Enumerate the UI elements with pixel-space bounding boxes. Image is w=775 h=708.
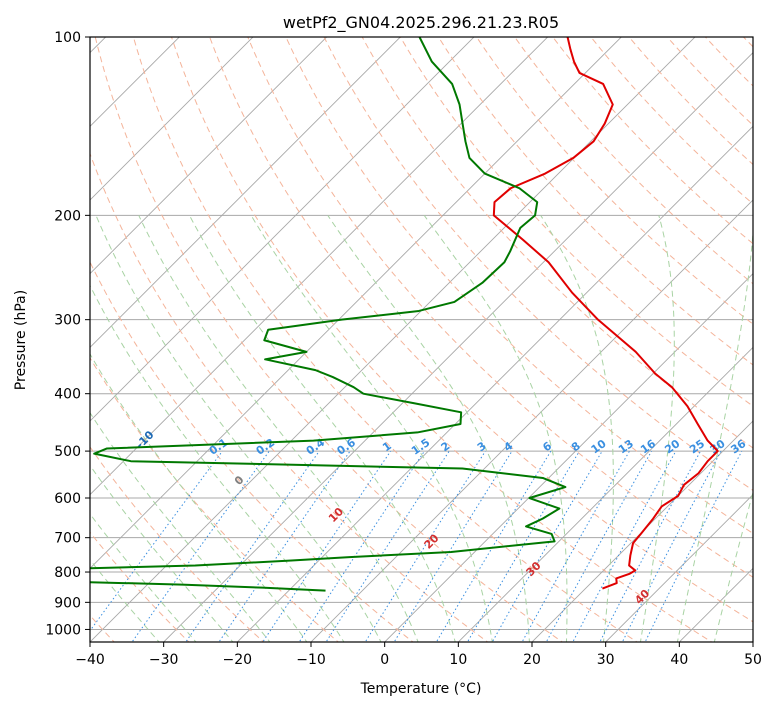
mixing-ratio-line (393, 450, 513, 642)
x-tick-label: 0 (380, 652, 389, 668)
mixing-ratio-line (621, 450, 722, 642)
y-tick-label: 300 (54, 313, 81, 329)
mixing-ratio-line (466, 450, 580, 642)
mixing-ratio-line (218, 450, 351, 642)
plot-frame (89, 36, 754, 643)
mixing-ratio-line (572, 450, 677, 642)
dry-adiabat (94, 37, 564, 642)
dry-adiabat (90, 446, 265, 642)
dewpoint-profile (90, 37, 567, 592)
moist-adiabat (250, 215, 493, 642)
mixing-ratio-line (262, 450, 392, 642)
mixing-ratio-line (599, 450, 701, 642)
isotherm-line (90, 37, 622, 569)
x-tick-label: −30 (149, 652, 179, 668)
dry-adiabat (209, 37, 753, 623)
axes: −40 −30 −20 −10 0 10 20 30 40 50 100 200 300 400 500 60… (45, 30, 762, 668)
isotherm-line (605, 494, 753, 642)
isotherm-line (457, 346, 753, 642)
moist-adiabat (95, 215, 382, 642)
moist-adiabat (540, 215, 614, 642)
moist-adiabat (327, 215, 530, 642)
mixing-ratio-line (298, 450, 425, 642)
moist-adiabat (90, 411, 271, 642)
mixing-ratio-line (185, 450, 320, 642)
y-tick-label: 500 (54, 444, 81, 460)
y-axis-label: Pressure (hPa) (13, 290, 29, 390)
isotherm-line (236, 125, 753, 642)
mixing-ratio-line (90, 450, 223, 632)
y-tick-label: 700 (54, 531, 81, 547)
moist-adiabat (138, 215, 419, 642)
isotherm-line (90, 37, 401, 348)
x-tick-label: 40 (670, 652, 688, 668)
y-tick-label: 400 (54, 387, 81, 403)
moist-adiabat (90, 284, 345, 642)
y-tick-label: 800 (54, 565, 81, 581)
isotherm-line (90, 37, 328, 275)
chart-title: wetPf2_GN04.2025.296.21.23.R05 (283, 13, 559, 33)
y-tick-label: 1000 (45, 622, 81, 638)
dry-adiabat (90, 152, 489, 642)
x-tick-label: −20 (223, 652, 253, 668)
isotherm-line (384, 273, 753, 642)
dry-adiabat (475, 37, 753, 325)
isotherm-line (90, 37, 549, 496)
moist-adiabat (189, 215, 456, 642)
dry-adiabat (514, 37, 753, 285)
mixing-ratio-line (325, 450, 450, 642)
x-tick-label: 50 (744, 652, 762, 668)
isotherm-line (310, 199, 753, 642)
isotherm-line (163, 52, 753, 642)
isotherm-line (90, 37, 696, 642)
mixing-ratio-line (364, 450, 486, 642)
isotherm-line (90, 37, 254, 201)
x-axis-label: Temperature (°C) (360, 681, 482, 697)
dry-adiabat (90, 260, 414, 642)
x-tick-label: 20 (523, 652, 541, 668)
temperature-profile (492, 37, 719, 590)
x-tick-label: 30 (597, 652, 615, 668)
isotherm-line (90, 37, 475, 422)
y-tick-label: 600 (54, 491, 81, 507)
x-tick-label: 10 (449, 652, 467, 668)
isotherm-line (531, 420, 753, 642)
moist-adiabat (639, 215, 675, 642)
x-tick-label: −40 (75, 652, 105, 668)
moist-adiabat (90, 464, 234, 642)
dry-adiabat (132, 37, 638, 642)
moist-adiabat (423, 215, 568, 642)
y-tick-label: 900 (54, 595, 81, 611)
y-tick-label: 100 (54, 30, 81, 46)
x-tick-label: −10 (296, 652, 326, 668)
y-tick-label: 200 (54, 208, 81, 224)
